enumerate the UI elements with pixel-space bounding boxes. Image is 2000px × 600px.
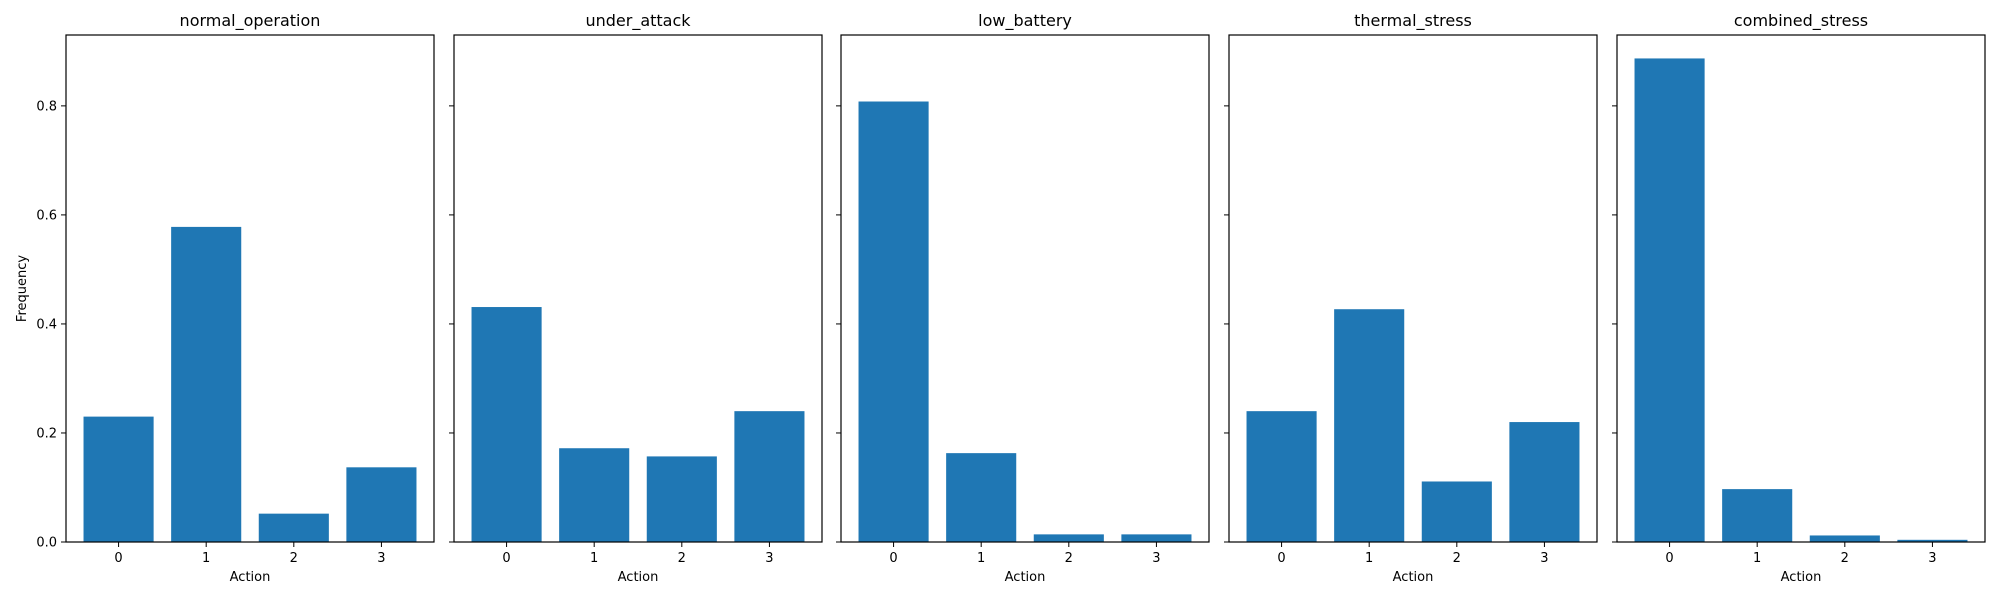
subplot-combined_stress: 0 1 2 3 combined_stress Action bbox=[1612, 11, 1986, 585]
bar-combined_stress-action-1 bbox=[1722, 489, 1793, 542]
x-tick-label: 1 bbox=[590, 551, 598, 566]
subplot-title: combined_stress bbox=[1734, 11, 1868, 31]
axes-frame bbox=[1228, 34, 1598, 543]
axes-frame bbox=[1616, 34, 1986, 543]
x-axis-label: Action bbox=[618, 570, 659, 585]
x-tick-label: 2 bbox=[1065, 551, 1073, 566]
bar-normal_operation-action-0 bbox=[83, 416, 154, 542]
bar-normal_operation-action-2 bbox=[258, 513, 329, 542]
bar-combined_stress-action-2 bbox=[1809, 535, 1880, 542]
y-tick-label: 0.0 bbox=[36, 536, 57, 551]
x-tick-label: 2 bbox=[290, 551, 298, 566]
bar-under_attack-action-0 bbox=[471, 307, 542, 542]
x-tick-label: 1 bbox=[1365, 551, 1373, 566]
subplot-title: normal_operation bbox=[180, 11, 321, 31]
subplot-normal_operation: 0 1 2 3 0.0 0.2 0.4 0.6 0.8 normal_operation Actio… bbox=[15, 11, 435, 585]
x-axis-label: Action bbox=[1005, 570, 1046, 585]
x-tick-label: 3 bbox=[1928, 551, 1936, 566]
x-tick-label: 0 bbox=[114, 551, 122, 566]
x-tick-label: 3 bbox=[765, 551, 773, 566]
subplot-title: low_battery bbox=[978, 11, 1072, 31]
x-tick-label: 0 bbox=[889, 551, 897, 566]
x-tick-label: 1 bbox=[202, 551, 210, 566]
axes-frame bbox=[840, 34, 1210, 543]
bar-low_battery-action-0 bbox=[858, 101, 929, 542]
bar-thermal_stress-action-2 bbox=[1421, 481, 1492, 542]
axes-frame bbox=[453, 34, 823, 543]
subplot-low_battery: 0 1 2 3 low_battery Action bbox=[836, 11, 1210, 585]
bar-combined_stress-action-0 bbox=[1634, 58, 1705, 543]
bar-low_battery-action-3 bbox=[1121, 534, 1192, 542]
x-tick-label: 3 bbox=[1540, 551, 1548, 566]
x-tick-label: 1 bbox=[977, 551, 985, 566]
bar-normal_operation-action-3 bbox=[346, 467, 417, 542]
subplot-title: thermal_stress bbox=[1354, 11, 1472, 31]
y-tick-label: 0.4 bbox=[36, 317, 57, 332]
y-tick-label: 0.2 bbox=[36, 426, 57, 441]
x-tick-label: 0 bbox=[1665, 551, 1673, 566]
y-tick-label: 0.8 bbox=[36, 99, 57, 114]
bar-under_attack-action-1 bbox=[559, 448, 630, 542]
subplot-thermal_stress: 0 1 2 3 thermal_stress Action bbox=[1224, 11, 1598, 585]
bar-normal_operation-action-1 bbox=[171, 226, 242, 542]
x-tick-label: 3 bbox=[1152, 551, 1160, 566]
bar-combined_stress-action-3 bbox=[1897, 539, 1968, 542]
bar-under_attack-action-3 bbox=[734, 411, 805, 542]
x-tick-label: 3 bbox=[377, 551, 385, 566]
bar-low_battery-action-2 bbox=[1033, 534, 1104, 542]
x-tick-label: 2 bbox=[678, 551, 686, 566]
x-tick-label: 0 bbox=[502, 551, 510, 566]
x-axis-label: Action bbox=[1393, 570, 1434, 585]
subplot-title: under_attack bbox=[585, 11, 691, 31]
bar-thermal_stress-action-3 bbox=[1509, 422, 1580, 542]
subplot-under_attack: 0 1 2 3 under_attack Action bbox=[449, 11, 823, 585]
x-tick-label: 2 bbox=[1453, 551, 1461, 566]
x-axis-label: Action bbox=[1781, 570, 1822, 585]
x-tick-label: 1 bbox=[1753, 551, 1761, 566]
x-tick-label: 0 bbox=[1277, 551, 1285, 566]
y-tick-label: 0.6 bbox=[36, 208, 57, 223]
x-tick-label: 2 bbox=[1841, 551, 1849, 566]
y-axis-label: Frequency bbox=[15, 255, 30, 322]
axes-frame bbox=[65, 34, 435, 543]
bar-low_battery-action-1 bbox=[946, 453, 1017, 542]
bar-thermal_stress-action-0 bbox=[1246, 411, 1317, 542]
bar-thermal_stress-action-1 bbox=[1334, 309, 1405, 542]
bar-under_attack-action-2 bbox=[646, 456, 717, 542]
x-axis-label: Action bbox=[230, 570, 271, 585]
